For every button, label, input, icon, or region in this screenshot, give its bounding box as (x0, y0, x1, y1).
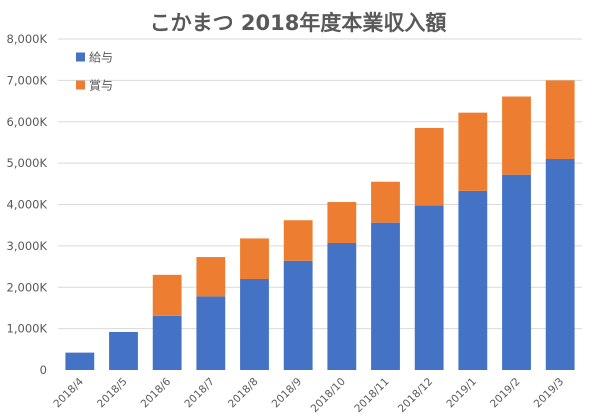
legend-swatch (76, 80, 85, 90)
bar-bonus (458, 112, 488, 191)
x-tick-label: 2018/11 (352, 376, 391, 414)
x-tick-label: 2018/8 (226, 376, 261, 411)
bar-salary (414, 205, 444, 370)
bar-bonus (502, 96, 531, 175)
gridlines (58, 38, 582, 330)
bars (65, 80, 575, 370)
y-tick-label: 8,000K (7, 32, 48, 46)
bar-salary (545, 158, 575, 370)
bar-bonus (414, 127, 444, 206)
legend-label: 給与 (89, 51, 113, 65)
bar-salary (371, 222, 400, 370)
y-tick-label: 3,000K (7, 239, 48, 253)
y-axis-ticks: 0 1,000K 2,000K 3,000K 4,000K 5,000K 6,000K 7,0… (7, 32, 48, 377)
x-axis-ticks: 2018/4 2018/5 2018/6 2018/7 2018/8 2018/9 2018… (51, 375, 566, 414)
y-tick-label: 2,000K (7, 280, 48, 294)
bar-salary (240, 278, 269, 370)
bar-salary (152, 315, 182, 370)
x-tick-label: 2018/4 (51, 375, 86, 410)
bar-bonus (240, 238, 269, 279)
bar-salary (458, 190, 488, 370)
x-tick-label: 2019/3 (532, 376, 567, 411)
y-tick-label: 4,000K (7, 198, 48, 212)
bar-salary (283, 260, 313, 370)
y-tick-label: 0 (40, 363, 47, 377)
legend-swatch (76, 52, 85, 62)
x-tick-label: 2018/9 (270, 376, 305, 411)
bar-bonus (327, 202, 357, 243)
bar-salary (502, 174, 531, 370)
y-tick-label: 1,000K (7, 322, 48, 336)
bar-bonus (545, 80, 575, 159)
bar-bonus (152, 274, 182, 316)
y-tick-label: 6,000K (7, 115, 48, 129)
bar-salary (109, 331, 138, 370)
bar-salary (327, 242, 357, 370)
bar-bonus (196, 257, 226, 297)
bar-bonus (283, 220, 313, 261)
legend-label: 賞与 (89, 79, 113, 93)
x-tick-label: 2018/12 (396, 376, 435, 414)
x-tick-label: 2018/6 (139, 375, 174, 410)
chart-title: こかまつ 2018年度本業収入額 (150, 11, 447, 35)
y-tick-label: 7,000K (7, 73, 48, 87)
x-tick-label: 2018/10 (309, 376, 348, 414)
bar-salary (65, 352, 95, 370)
x-tick-label: 2018/5 (95, 376, 130, 411)
bar-salary (196, 296, 226, 370)
y-tick-label: 5,000K (7, 156, 48, 170)
x-tick-label: 2019/1 (444, 376, 479, 411)
x-tick-label: 2019/2 (488, 376, 523, 411)
bar-bonus (371, 181, 400, 223)
x-tick-label: 2018/7 (182, 376, 217, 411)
